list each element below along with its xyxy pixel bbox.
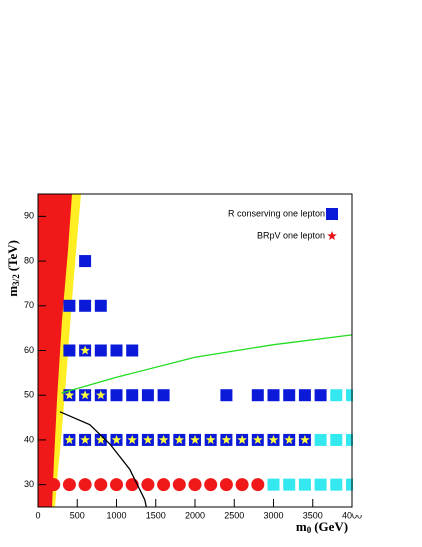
circle-marker	[204, 478, 218, 492]
star-marker	[268, 434, 279, 444]
x-tick-label: 2000	[185, 510, 205, 520]
star-marker	[253, 434, 263, 444]
circle-marker	[219, 478, 233, 492]
y-tick-label: 30	[24, 479, 34, 489]
y-label-sub: 3/2	[11, 274, 21, 286]
circle-marker	[110, 478, 123, 492]
square-marker	[79, 299, 92, 312]
square-marker	[267, 478, 280, 491]
star-marker	[174, 434, 185, 444]
curve	[61, 334, 353, 394]
curve	[59, 411, 147, 508]
star-marker	[284, 434, 294, 444]
star-marker	[300, 434, 310, 444]
square-marker	[126, 344, 139, 357]
star-marker	[190, 434, 200, 444]
x-tick-label: 3500	[303, 510, 323, 520]
square-marker	[94, 299, 107, 312]
y-tick-label: 40	[24, 434, 34, 444]
right-margin	[353, 186, 422, 515]
square-marker	[330, 389, 343, 402]
square-marker	[298, 478, 311, 491]
y-tick-label: 70	[24, 300, 34, 310]
square-marker	[298, 389, 311, 402]
legend-label: BRpV one lepton	[257, 230, 325, 240]
x-label-sub: 0	[307, 525, 312, 535]
frame-edge	[37, 193, 353, 508]
circle-marker	[62, 478, 76, 492]
circle-marker	[172, 478, 186, 492]
circle-marker	[78, 478, 92, 492]
square-marker	[126, 389, 139, 402]
square-marker	[141, 389, 154, 402]
star-marker	[64, 434, 75, 444]
star-marker	[205, 434, 216, 444]
x-tick-label: 500	[70, 510, 85, 520]
star-marker	[80, 345, 90, 355]
x-tick-label: 1000	[106, 510, 126, 520]
square-marker	[330, 433, 343, 446]
y-tick-label: 80	[24, 255, 34, 265]
square-marker	[79, 255, 92, 268]
x-label-unit: (GeV)	[314, 519, 348, 534]
y-axis-label: m3/2 (TeV)	[5, 240, 21, 297]
star-marker	[80, 390, 90, 400]
legend-label: R conserving one lepton	[228, 208, 325, 218]
square-marker	[283, 389, 296, 402]
star-marker	[96, 390, 106, 400]
circle-marker	[141, 478, 155, 492]
legend-marker	[326, 208, 338, 220]
circle-marker	[251, 478, 265, 492]
y-label-main: m	[5, 286, 20, 297]
star-marker	[237, 434, 247, 444]
x-tick-label: 1500	[146, 510, 166, 520]
y-tick-label: 50	[24, 390, 34, 400]
square-marker	[110, 389, 123, 402]
circle-marker	[157, 478, 171, 492]
legend-marker	[327, 231, 337, 240]
star-marker	[143, 434, 153, 444]
x-tick-label: 4000	[342, 510, 362, 520]
circle-marker	[94, 478, 108, 492]
square-marker	[314, 433, 327, 446]
y-tick-label: 60	[24, 345, 34, 355]
square-marker	[220, 389, 233, 402]
square-marker	[267, 389, 280, 402]
x-tick-label: 0	[35, 510, 40, 520]
square-marker	[63, 299, 76, 312]
star-marker	[221, 434, 232, 444]
star-marker	[96, 434, 106, 444]
square-marker	[251, 389, 264, 402]
square-marker	[314, 389, 327, 402]
square-marker	[157, 389, 170, 402]
star-marker	[64, 390, 75, 400]
x-axis-label: m0 (GeV)	[296, 519, 348, 535]
x-tick-label: 2500	[224, 510, 244, 520]
square-marker	[110, 344, 123, 357]
excluded-region	[38, 194, 72, 507]
star-marker	[80, 434, 90, 444]
square-marker	[94, 344, 107, 357]
square-marker	[314, 478, 327, 491]
circle-marker	[235, 478, 249, 492]
star-marker	[158, 434, 169, 444]
star-marker	[127, 434, 137, 444]
y-label-unit: (TeV)	[5, 240, 20, 271]
square-marker	[330, 478, 343, 491]
circle-marker	[188, 478, 202, 492]
x-tick-label: 3000	[263, 510, 283, 520]
star-marker	[111, 434, 122, 444]
x-label-main: m	[296, 519, 307, 534]
square-marker	[283, 478, 296, 491]
y-tick-label: 90	[24, 211, 34, 221]
circle-marker	[47, 478, 61, 492]
square-marker	[63, 344, 76, 357]
